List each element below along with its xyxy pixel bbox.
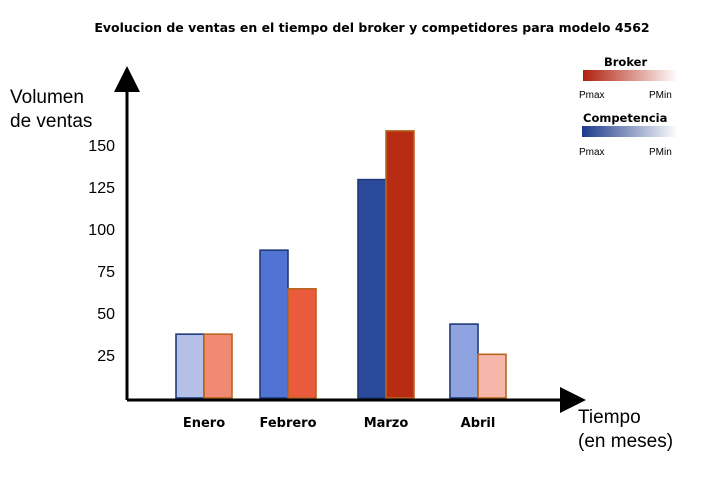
bar-competencia-marzo (357, 178, 387, 399)
x-category-label: Abril (461, 416, 496, 431)
y-axis-label-line-2: de ventas (10, 111, 92, 132)
x-category-label: Enero (183, 416, 225, 431)
bar-broker-enero (203, 333, 233, 399)
legend-broker-pmax: Pmax (579, 90, 605, 101)
bar-broker-abril (477, 353, 507, 399)
x-axis-label-line-2: (en meses) (578, 431, 673, 452)
legend: Broker Pmax PMin Competencia Pmax PMin (579, 55, 678, 158)
bar-competencia-enero (175, 333, 205, 399)
chart-title: Evolucion de ventas en el tiempo del bro… (94, 20, 649, 35)
legend-competencia-pmin: PMin (649, 147, 672, 158)
bar-broker-marzo (385, 130, 415, 399)
bar-competencia-febrero (259, 249, 289, 399)
y-axis-arrow (114, 66, 140, 92)
legend-broker-gradient (583, 70, 678, 81)
bar-broker-febrero (287, 287, 317, 399)
legend-competencia-title: Competencia (583, 111, 667, 125)
y-tick-label: 125 (88, 180, 115, 197)
y-tick-label: 50 (97, 306, 115, 323)
x-category-label: Febrero (259, 416, 316, 431)
x-axis-arrow (560, 387, 586, 413)
y-tick-label: 75 (97, 264, 115, 281)
x-axis-label-line-1: Tiempo (578, 407, 641, 428)
legend-broker-pmin: PMin (649, 90, 672, 101)
x-category-label: Marzo (364, 416, 409, 431)
y-tick-label: 25 (97, 348, 115, 365)
legend-broker-title: Broker (604, 55, 647, 69)
y-tick-label: 100 (88, 222, 115, 239)
y-tick-label: 150 (88, 138, 115, 155)
y-axis-label-line-1: Volumen (10, 87, 84, 108)
legend-competencia-gradient (582, 126, 678, 137)
bar-competencia-abril (449, 323, 479, 399)
legend-competencia-pmax: Pmax (579, 147, 605, 158)
